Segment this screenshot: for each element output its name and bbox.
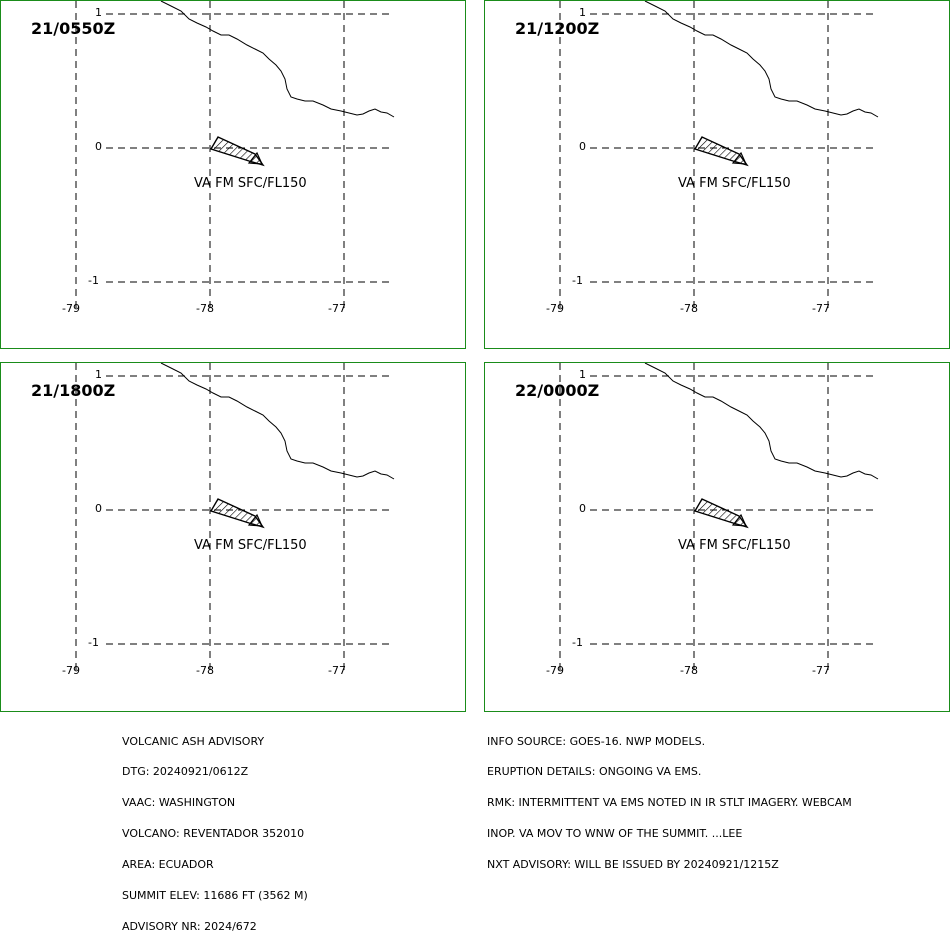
longitude-tick-label: -78 [196,302,214,315]
longitude-tick-label: -79 [62,302,80,315]
longitude-tick-label: -79 [546,664,564,677]
latitude-tick-label: 0 [95,140,102,153]
longitude-tick-label: -77 [812,302,830,315]
latitude-tick-label: 0 [95,502,102,515]
advisory-line: VAAC: WASHINGTON [122,796,236,810]
latitude-tick-label: 0 [579,502,586,515]
panel-valid-time: 21/1800Z [31,381,116,400]
advisory-line: INOP. VA MOV TO WNW OF THE SUMMIT. ...LE… [487,827,743,841]
coastline [644,1,879,118]
volcano-triangle-icon [731,513,747,527]
coastline [160,363,395,480]
latitude-tick-label: -1 [572,274,583,287]
longitude-tick-label: -77 [328,302,346,315]
latitude-tick-label: 1 [95,6,102,19]
advisory-line: SUMMIT ELEV: 11686 FT (3562 M) [122,889,308,903]
ash-cloud-polygon [209,136,265,167]
longitude-tick-label: -78 [196,664,214,677]
advisory-line: AREA: ECUADOR [122,858,214,872]
longitude-tick-label: -78 [680,664,698,677]
latitude-tick-label: -1 [88,274,99,287]
map-panel: 22/0000Z VA FM SFC/FL150 1 0 -1 -79 -78 -77 [484,362,950,712]
latitude-tick-label: -1 [572,636,583,649]
advisory-text-right: INFO SOURCE: GOES-16. NWP MODELS. ERUPTI… [487,716,852,881]
latitude-tick-label: 1 [95,368,102,381]
map-panel: 21/1200Z VA FM SFC/FL150 1 0 -1 -79 -78 -77 [484,0,950,349]
map-panel: 21/1800Z VA FM SFC/FL150 1 0 -1 -79 -78 -77 [0,362,466,712]
longitude-tick-label: -79 [62,664,80,677]
latitude-tick-label: -1 [88,636,99,649]
advisory-line: INFO SOURCE: GOES-16. NWP MODELS. [487,734,706,748]
map-canvas [559,1,879,310]
latitude-tick-label: 0 [579,140,586,153]
ash-height-label: VA FM SFC/FL150 [194,176,307,191]
coastline [160,1,395,118]
map-canvas [559,363,879,673]
ash-cloud-polygon [209,498,265,529]
volcano-triangle-icon [731,151,747,165]
map-canvas [75,363,395,673]
ash-height-label: VA FM SFC/FL150 [678,538,791,553]
ash-cloud-polygon [693,498,749,529]
advisory-line: NXT ADVISORY: WILL BE ISSUED BY 20240921… [487,858,779,872]
advisory-line: DTG: 20240921/0612Z [122,765,249,779]
panel-valid-time: 22/0000Z [515,381,600,400]
latitude-tick-label: 1 [579,6,586,19]
coastline [644,363,879,480]
advisory-text-left: VOLCANIC ASH ADVISORY DTG: 20240921/0612… [122,716,308,943]
volcano-triangle-icon [247,151,263,165]
advisory-line: ADVISORY NR: 2024/672 [122,919,257,933]
ash-cloud-polygon [693,136,749,167]
longitude-tick-label: -77 [812,664,830,677]
map-canvas [75,1,395,310]
longitude-tick-label: -78 [680,302,698,315]
panel-valid-time: 21/1200Z [515,19,600,38]
advisory-line: ERUPTION DETAILS: ONGOING VA EMS. [487,765,702,779]
longitude-tick-label: -77 [328,664,346,677]
longitude-tick-label: -79 [546,302,564,315]
ash-height-label: VA FM SFC/FL150 [194,538,307,553]
latitude-tick-label: 1 [579,368,586,381]
advisory-line: VOLCANO: REVENTADOR 352010 [122,827,305,841]
panel-valid-time: 21/0550Z [31,19,116,38]
volcano-triangle-icon [247,513,263,527]
advisory-line: VOLCANIC ASH ADVISORY [122,734,265,748]
ash-height-label: VA FM SFC/FL150 [678,176,791,191]
advisory-line: RMK: INTERMITTENT VA EMS NOTED IN IR STL… [487,796,852,810]
map-panel: 21/0550Z VA FM SFC/FL150 1 0 -1 -79 -78 -77 [0,0,466,349]
